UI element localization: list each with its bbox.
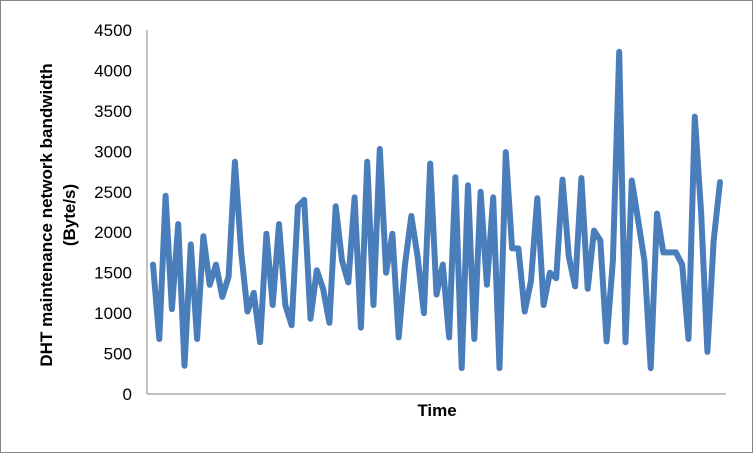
y-tick-labels: 0 500 1000 1500 2000 2500 3000 3500 4000 4500 xyxy=(94,21,132,404)
y-axis-title-line2: (Byte/s) xyxy=(60,184,79,246)
y-tick-label: 4000 xyxy=(94,61,132,80)
series-line xyxy=(150,48,723,372)
y-tick-label: 4500 xyxy=(94,21,132,40)
y-tick-label: 1500 xyxy=(94,264,132,283)
y-tick-label: 2500 xyxy=(94,183,132,202)
y-tick-label: 2000 xyxy=(94,223,132,242)
y-tick-label: 0 xyxy=(123,385,132,404)
x-axis-title: Time xyxy=(417,401,456,420)
y-tick-label: 1000 xyxy=(94,304,132,323)
y-axis-title-line1: DHT maintenance network bandwidth xyxy=(37,63,56,366)
y-tick-label: 3000 xyxy=(94,142,132,161)
y-tick-label: 500 xyxy=(104,345,132,364)
y-tick-label: 3500 xyxy=(94,102,132,121)
